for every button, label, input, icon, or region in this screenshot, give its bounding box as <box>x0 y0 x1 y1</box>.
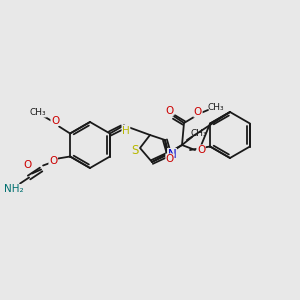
Text: NH₂: NH₂ <box>4 184 24 194</box>
Text: CH₃: CH₃ <box>208 103 224 112</box>
Text: CH₃: CH₃ <box>191 128 207 137</box>
Text: O: O <box>166 154 174 164</box>
Text: O: O <box>51 116 59 125</box>
Text: H: H <box>122 125 130 136</box>
Text: CH₃: CH₃ <box>30 108 46 117</box>
Text: N: N <box>168 148 176 161</box>
Text: O: O <box>194 107 202 117</box>
Text: O: O <box>197 145 205 155</box>
Text: O: O <box>165 106 173 116</box>
Text: O: O <box>23 160 31 170</box>
Text: O: O <box>49 157 57 166</box>
Text: S: S <box>131 145 139 158</box>
